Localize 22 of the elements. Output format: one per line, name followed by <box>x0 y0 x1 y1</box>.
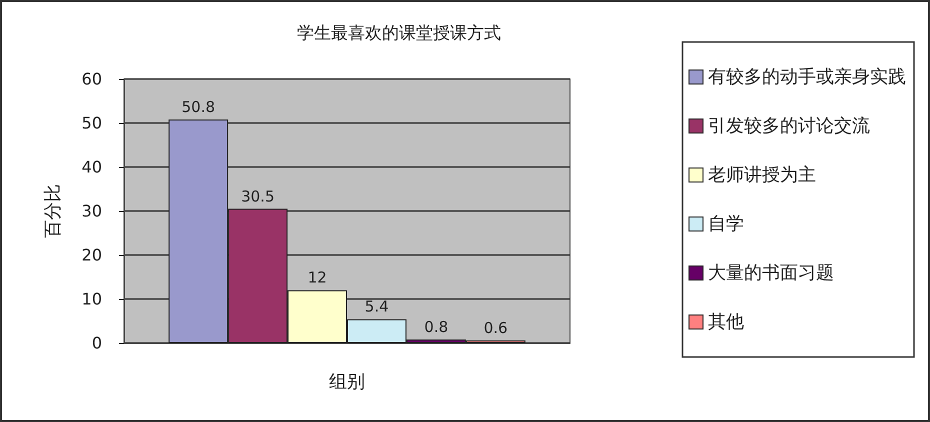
y-tick-label: 20 <box>82 246 102 264</box>
legend-label: 其他 <box>708 312 744 332</box>
chart-title: 学生最喜欢的课堂授课方式 <box>297 24 501 44</box>
y-tick-label: 0 <box>92 334 102 352</box>
data-label: 0.6 <box>484 318 508 337</box>
y-tick-label: 50 <box>82 114 102 132</box>
y-tick-label: 10 <box>82 290 102 308</box>
data-label: 0.8 <box>424 318 448 336</box>
data-label: 50.8 <box>182 98 216 116</box>
data-label: 12 <box>308 268 327 287</box>
x-axis-title: 组别 <box>329 372 365 392</box>
y-tick-label: 40 <box>82 158 102 176</box>
data-label: 30.5 <box>241 187 275 206</box>
y-tick-label: 60 <box>82 70 102 88</box>
data-label: 5.4 <box>364 298 389 316</box>
legend-label: 大量的书面习题 <box>708 262 834 284</box>
legend-label: 有较多的动手或亲身实践 <box>708 66 906 88</box>
y-tick-label: 30 <box>82 202 102 220</box>
legend-label: 引发较多的讨论交流 <box>708 116 870 136</box>
y-axis-title: 百分比 <box>42 184 64 238</box>
legend-label: 自学 <box>708 214 744 234</box>
legend-label: 老师讲授为主 <box>708 164 816 186</box>
